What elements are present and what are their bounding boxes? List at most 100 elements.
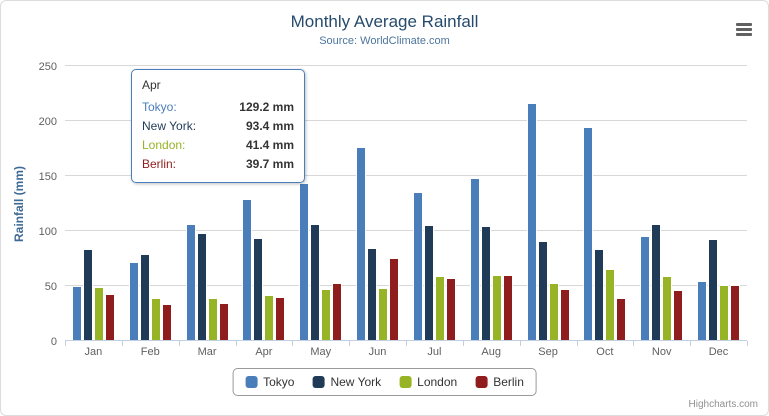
bar-london-jul[interactable] [434,276,445,341]
tooltip-series-name: New York: [142,119,197,133]
bar-london-dec[interactable] [719,285,730,341]
legend-swatch-new-york [312,376,325,388]
export-menu-button[interactable] [734,19,754,40]
bar-berlin-jul[interactable] [445,278,456,341]
gridline [65,285,747,286]
bar-new-york-sep[interactable] [537,241,548,341]
legend-label: Berlin [493,375,524,389]
bar-new-york-may[interactable] [310,224,321,341]
bar-group-may [292,183,349,341]
gridline [65,230,747,231]
y-axis-label: 50 [44,281,57,293]
bar-london-mar[interactable] [207,298,218,341]
credits-link[interactable]: Highcharts.com [688,399,758,410]
bar-berlin-apr[interactable] [275,297,286,341]
bar-new-york-nov[interactable] [651,224,662,341]
x-axis-tick [462,341,464,346]
bar-london-oct[interactable] [605,269,616,341]
bar-new-york-dec[interactable] [708,239,719,341]
x-axis-label: Dec [708,346,729,358]
bar-tokyo-nov[interactable] [640,236,651,341]
bar-new-york-mar[interactable] [196,233,207,341]
y-axis-label: 250 [38,61,57,73]
bar-tokyo-dec[interactable] [697,281,708,341]
bar-tokyo-feb[interactable] [128,262,139,341]
bar-new-york-jul[interactable] [423,225,434,341]
x-axis-tick [747,341,748,346]
tooltip-series-value: 93.4 mm [245,119,294,133]
gridline [65,120,747,121]
bar-berlin-sep[interactable] [559,289,570,341]
bar-group-feb [122,254,179,341]
bar-berlin-oct[interactable] [616,298,627,341]
x-axis-label: Oct [596,346,614,358]
legend-item-berlin[interactable]: Berlin [475,375,524,389]
bar-new-york-jan[interactable] [82,249,93,341]
bar-london-jun[interactable] [378,288,389,341]
bar-group-mar [179,224,236,341]
y-axis-label: 0 [50,336,57,348]
bar-tokyo-aug[interactable] [469,178,480,341]
bar-new-york-jun[interactable] [367,248,378,341]
chart-title: Monthly Average Rainfall [290,12,479,31]
bar-london-sep[interactable] [548,283,559,341]
bar-london-may[interactable] [321,289,332,341]
bar-tokyo-may[interactable] [299,183,310,341]
legend-item-tokyo[interactable]: Tokyo [245,375,294,389]
legend-label: London [417,375,458,389]
x-axis-tick [349,341,351,346]
bar-new-york-feb[interactable] [139,254,150,341]
bar-tokyo-jun[interactable] [356,147,367,341]
gridline [65,65,747,66]
bar-berlin-feb[interactable] [161,304,172,341]
gridline [65,175,747,176]
x-axis-label: Jun [368,346,387,358]
bar-new-york-apr[interactable] [253,238,264,341]
bar-london-jan[interactable] [93,287,104,341]
bar-tokyo-jul[interactable] [412,192,423,341]
bar-tokyo-mar[interactable] [185,224,196,341]
bar-group-jun [349,147,406,341]
bar-berlin-jun[interactable] [389,258,400,341]
tooltip-series-value: 41.4 mm [245,138,294,152]
gridlines [65,65,747,341]
tooltip-series-value: 129.2 mm [239,100,294,114]
x-axis-ticks [65,341,748,346]
tooltip-row: New York: 93.4 mm [142,117,294,136]
legend-item-new-york[interactable]: New York [312,375,381,389]
bar-london-aug[interactable] [491,275,502,341]
tooltip-row: Berlin: 39.7 mm [142,155,294,174]
x-axis-label: Feb [140,346,160,358]
hamburger-menu-icon [736,23,752,36]
tooltip-row: Tokyo: 129.2 mm [142,98,294,117]
bar-berlin-dec[interactable] [730,285,741,341]
bar-berlin-mar[interactable] [218,303,229,341]
bar-berlin-aug[interactable] [502,275,513,341]
bar-london-nov[interactable] [662,276,673,341]
bar-tokyo-sep[interactable] [526,103,537,341]
x-axis-tick [65,341,66,346]
bar-berlin-nov[interactable] [673,290,684,341]
legend-swatch-london [399,376,412,388]
tooltip-series-name: London: [142,138,186,152]
bar-tokyo-apr[interactable] [242,199,253,341]
x-axis-label: Nov [651,346,672,358]
bar-berlin-jan[interactable] [104,294,115,341]
bar-new-york-oct[interactable] [594,249,605,341]
bar-tokyo-oct[interactable] [583,127,594,341]
bar-london-apr[interactable] [264,295,275,341]
bar-berlin-may[interactable] [332,283,343,341]
y-axis-label: 100 [38,226,57,238]
tooltip-series-value: 39.7 mm [245,157,294,171]
bar-group-jan [65,249,122,341]
x-axis-label: Mar [197,346,217,358]
x-axis-tick [576,341,578,346]
x-axis-label: Sep [538,346,558,358]
bar-london-feb[interactable] [150,298,161,341]
bar-new-york-aug[interactable] [480,226,491,341]
legend-item-london[interactable]: London [399,375,457,389]
bar-tokyo-jan[interactable] [71,286,82,341]
bar-group-apr [235,199,292,341]
x-axis-tick [292,341,294,346]
